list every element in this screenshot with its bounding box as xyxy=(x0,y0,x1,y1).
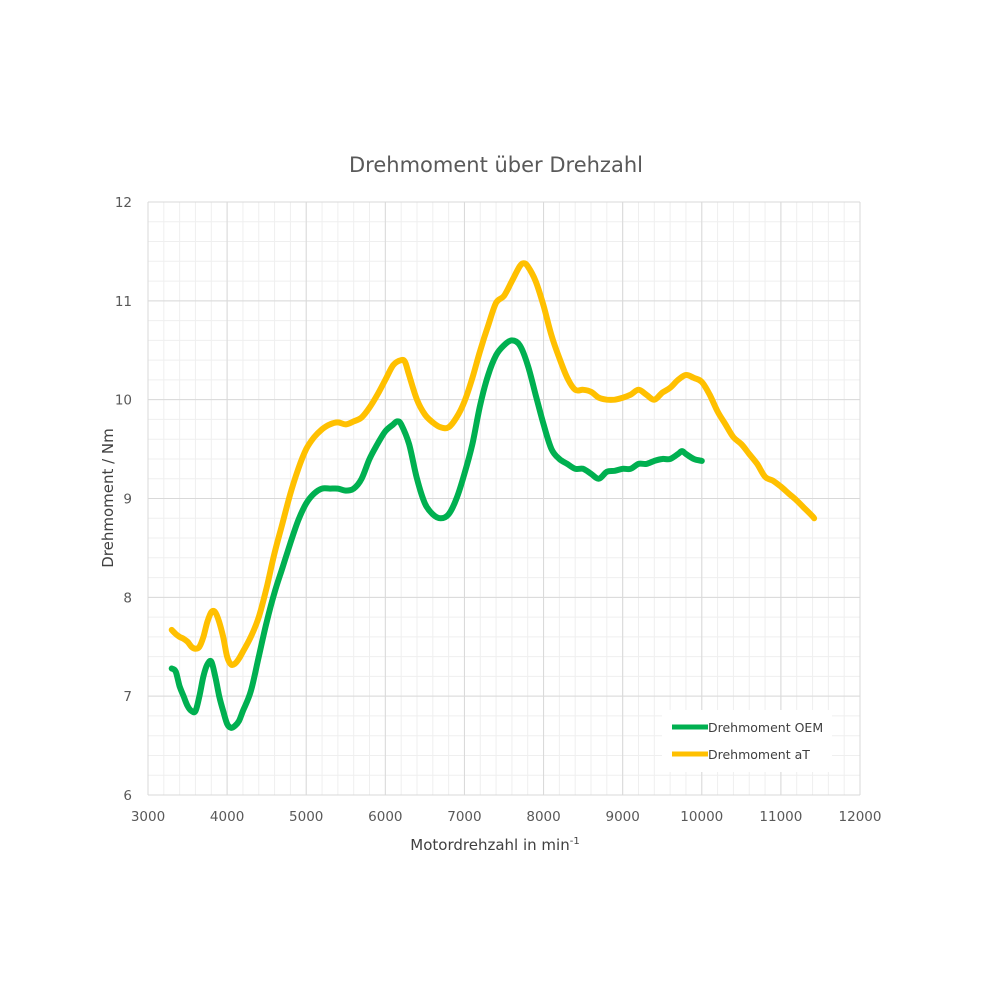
x-axis-label-text: Motordrehzahl in min xyxy=(410,836,569,854)
series-line-at xyxy=(168,260,818,668)
x-tick-label: 6000 xyxy=(368,809,402,825)
chart-title: Drehmoment über Drehzahl xyxy=(349,153,643,177)
x-tick-label: 8000 xyxy=(526,809,560,825)
series-line-oem xyxy=(168,337,705,731)
y-axis-label: Drehmoment / Nm xyxy=(99,428,117,568)
x-tick-label: 12000 xyxy=(839,809,882,825)
legend-label-oem: Drehmoment OEM xyxy=(708,720,823,735)
x-axis-label: Motordrehzahl in min-1 xyxy=(410,836,579,854)
x-tick-label: 9000 xyxy=(605,809,639,825)
legend-background xyxy=(662,710,832,772)
y-tick-label: 11 xyxy=(115,294,132,310)
y-tick-label: 7 xyxy=(123,689,132,705)
y-tick-labels: 6 7 8 9 10 11 12 xyxy=(115,195,132,804)
x-tick-label: 7000 xyxy=(447,809,481,825)
x-tick-label: 11000 xyxy=(759,809,802,825)
major-gridlines xyxy=(147,201,861,796)
y-tick-label: 6 xyxy=(123,788,132,804)
series-layer xyxy=(168,260,818,731)
x-tick-labels: 3000 4000 5000 6000 7000 8000 9000 10000 11000 12… xyxy=(131,809,882,825)
y-tick-label: 9 xyxy=(123,492,132,508)
legend: Drehmoment OEM Drehmoment aT xyxy=(662,710,832,772)
x-tick-label: 10000 xyxy=(680,809,723,825)
y-tick-label: 12 xyxy=(115,195,132,211)
x-tick-label: 5000 xyxy=(289,809,323,825)
y-tick-label: 10 xyxy=(115,393,132,409)
x-tick-label: 3000 xyxy=(131,809,165,825)
y-tick-label: 8 xyxy=(123,590,132,606)
legend-label-at: Drehmoment aT xyxy=(708,747,810,762)
x-axis-label-superscript: -1 xyxy=(570,836,580,847)
x-tick-label: 4000 xyxy=(210,809,244,825)
